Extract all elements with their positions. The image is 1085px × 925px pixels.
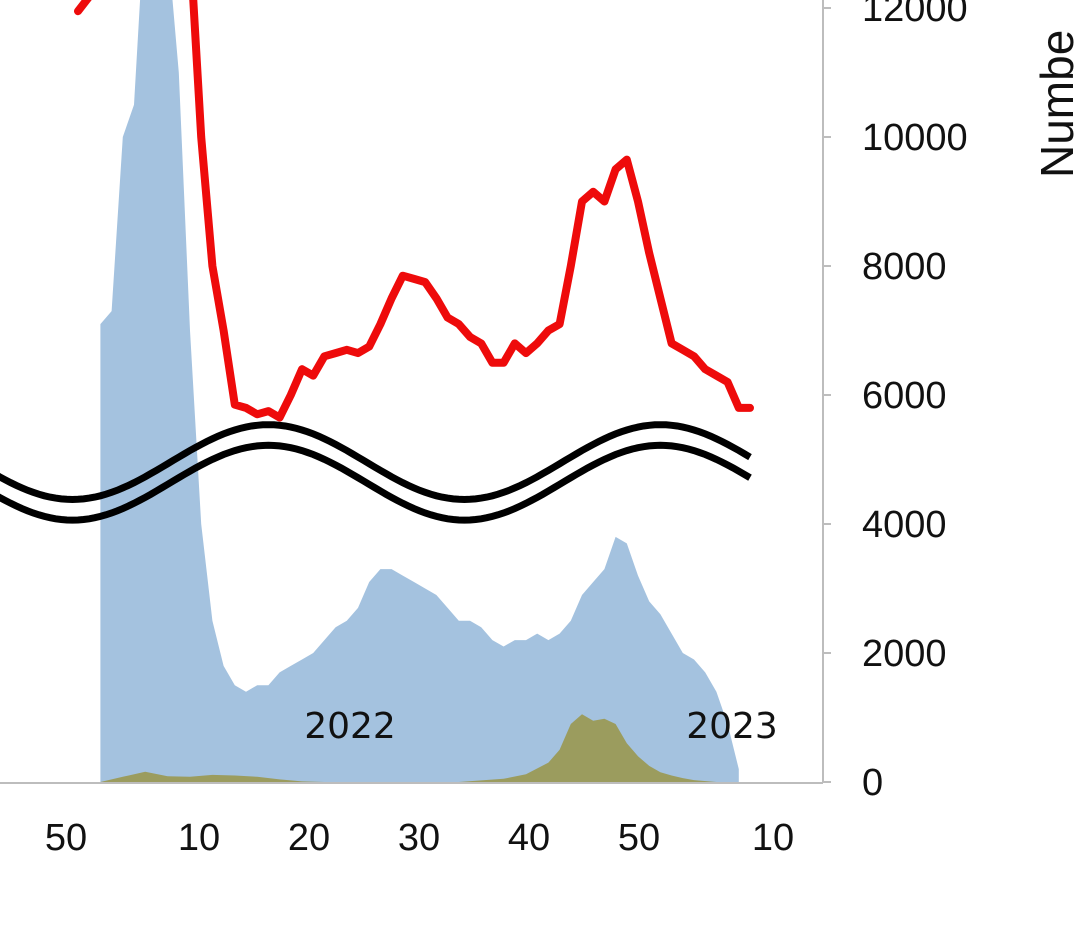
y-tick-label: 6000 xyxy=(862,375,947,417)
y-tick-label: 0 xyxy=(862,762,883,804)
y-tick-label: 8000 xyxy=(862,246,947,288)
y-tick-label: 4000 xyxy=(862,504,947,546)
year-annotation: 2023 xyxy=(686,706,778,747)
x-tick-label: 20 xyxy=(288,817,330,859)
y-tick-label: 12000 xyxy=(862,0,968,30)
year-annotation: 2022 xyxy=(304,706,396,747)
x-tick-label: 10 xyxy=(178,817,220,859)
baseline-lower-line xyxy=(0,441,752,524)
x-tick-label: 50 xyxy=(618,817,660,859)
x-tick-label: 10 xyxy=(752,817,794,859)
x-tick-label: 50 xyxy=(45,817,87,859)
baseline-upper-line xyxy=(0,421,752,504)
x-tick-label: 40 xyxy=(508,817,550,859)
olive-area-series xyxy=(100,714,739,782)
y-tick-label: 10000 xyxy=(862,117,968,159)
blue-area-series xyxy=(100,0,739,782)
y-axis-title: Numbe xyxy=(1031,30,1083,178)
red-line-series xyxy=(74,0,754,422)
x-tick-label: 30 xyxy=(398,817,440,859)
y-tick-label: 2000 xyxy=(862,633,947,675)
